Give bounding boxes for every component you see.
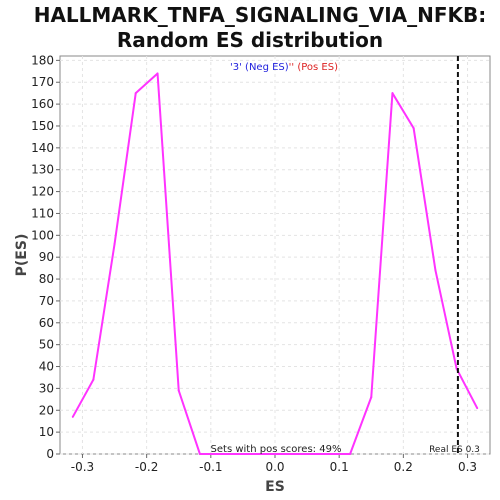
y-tick-label: 90 <box>39 250 54 264</box>
x-axis-label: ES <box>265 479 285 495</box>
y-tick-label: 110 <box>31 206 54 220</box>
x-tick-label: -0.2 <box>135 460 158 474</box>
pos-scores-annotation: Sets with pos scores: 49% <box>211 444 342 455</box>
series-line-segment <box>349 396 373 455</box>
data-point <box>199 453 201 455</box>
data-point <box>391 92 394 94</box>
series-line-segment <box>370 92 394 399</box>
y-tick-label: 20 <box>39 403 54 417</box>
series-line-segment <box>92 243 116 381</box>
series-line-segment <box>391 92 415 130</box>
y-tick-label: 130 <box>31 163 54 177</box>
x-axis: -0.3 -0.2 -0.1 0.0 0.1 0.2 0.3 <box>71 454 477 474</box>
y-tick-label: 0 <box>46 447 54 461</box>
series-line-segment <box>134 72 159 95</box>
x-tick-label: 0.2 <box>394 460 413 474</box>
data-point <box>92 378 95 381</box>
data-point <box>476 407 478 409</box>
y-tick-label: 170 <box>31 75 54 89</box>
x-tick-label: 0.0 <box>265 460 284 474</box>
series-line-segment <box>177 389 201 455</box>
data-point <box>412 127 415 129</box>
y-tick-label: 70 <box>39 294 54 308</box>
y-axis-label: P(ES) <box>14 234 30 277</box>
y-tick-label: 140 <box>31 141 54 155</box>
y-tick-label: 120 <box>31 185 54 199</box>
chart-title-line2: Random ES distribution <box>117 28 383 52</box>
series-line-segment <box>455 367 479 410</box>
y-tick-label: 160 <box>31 97 54 111</box>
x-tick-label: 0.1 <box>330 460 349 474</box>
data-point <box>156 72 159 75</box>
y-tick-label: 80 <box>39 272 54 286</box>
legend-pos-es: '' (Pos ES) <box>289 62 338 73</box>
y-tick-label: 30 <box>39 381 54 395</box>
y-tick-label: 150 <box>31 119 54 133</box>
y-tick-label: 60 <box>39 316 54 330</box>
x-tick-label: -0.1 <box>199 460 222 474</box>
data-point <box>370 396 373 398</box>
data-point <box>349 453 351 455</box>
series-line-segment <box>156 72 180 392</box>
data-point <box>434 269 437 272</box>
y-axis: 0 10 20 30 40 50 60 70 80 90 100 110 120 130 140 150 160… <box>31 53 60 461</box>
series-line-segment <box>412 127 437 272</box>
series-line-segment <box>71 378 95 418</box>
legend-neg-es: '3' (Neg ES) <box>230 62 289 73</box>
series-line-segment <box>434 269 458 370</box>
series-group <box>71 72 479 455</box>
y-tick-label: 50 <box>39 338 54 352</box>
chart-title-line1: HALLMARK_TNFA_SIGNALING_VIA_NFKB: <box>34 3 487 27</box>
data-point <box>177 389 180 392</box>
data-point <box>72 416 74 418</box>
real-es-label: Real ES 0.3 <box>429 445 480 455</box>
legend: '3' (Neg ES)'' (Pos ES) <box>230 62 338 73</box>
y-tick-label: 180 <box>31 53 54 67</box>
series-line-segment <box>113 92 137 246</box>
y-tick-label: 40 <box>39 360 54 374</box>
data-point <box>113 243 116 245</box>
y-tick-label: 100 <box>31 228 54 242</box>
y-tick-label: 10 <box>39 425 54 439</box>
x-tick-label: -0.3 <box>71 460 94 474</box>
x-tick-label: 0.3 <box>458 460 477 474</box>
data-point <box>134 92 137 94</box>
